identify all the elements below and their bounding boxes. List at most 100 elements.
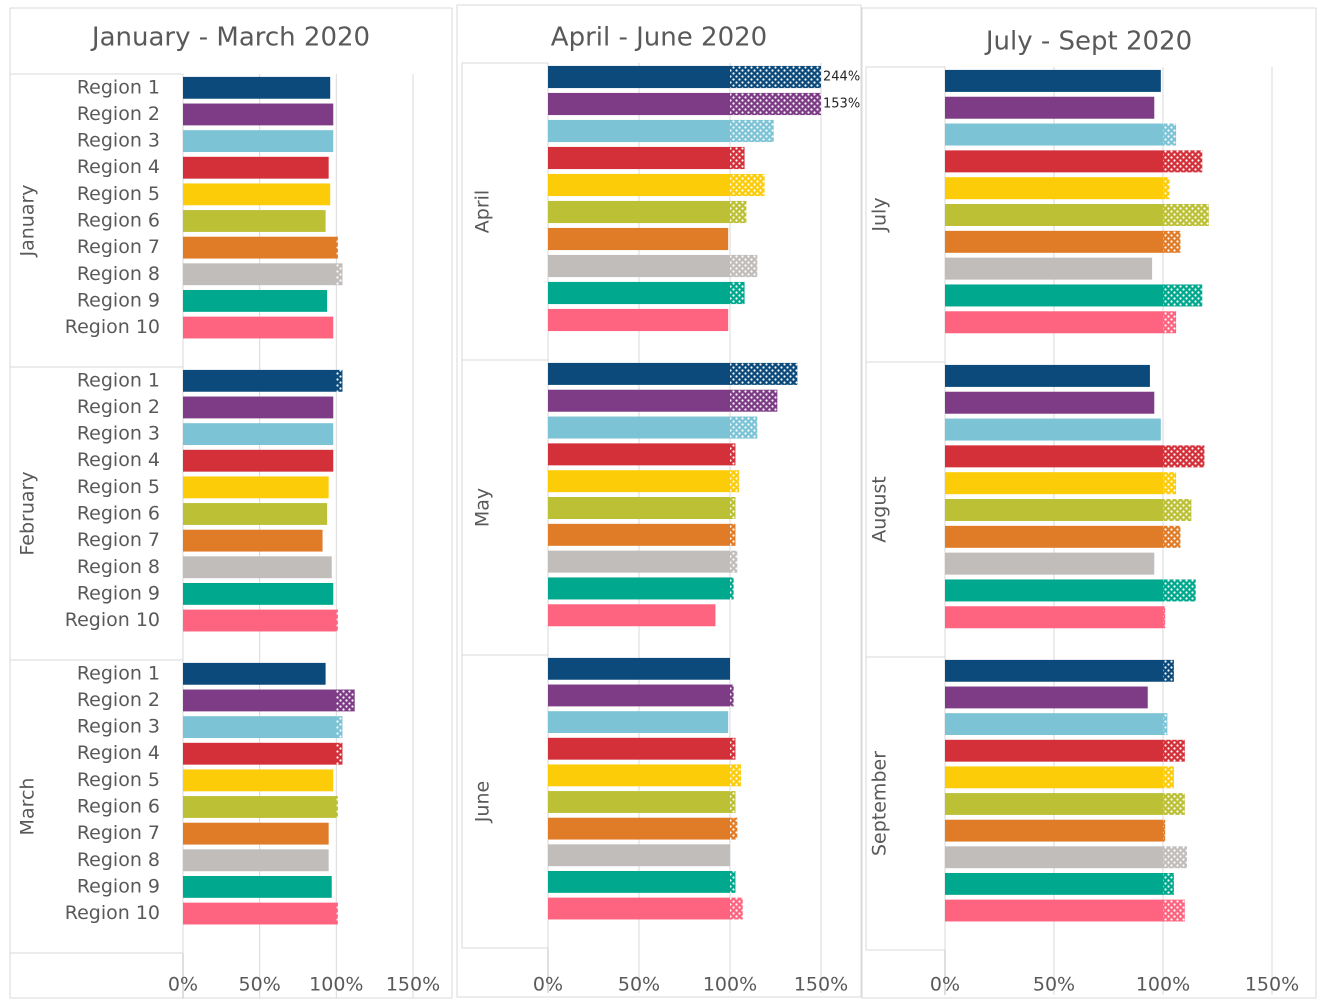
bar xyxy=(548,146,745,170)
bar-overflow xyxy=(730,443,736,466)
bar xyxy=(945,846,1187,869)
bar xyxy=(548,577,734,600)
bar-overflow xyxy=(1163,150,1203,173)
bar-overflow xyxy=(1163,766,1174,789)
bar-overflow xyxy=(730,577,734,600)
bar xyxy=(548,550,738,573)
bar xyxy=(945,606,1166,629)
bar xyxy=(945,793,1185,815)
bar-overflow xyxy=(730,119,774,143)
x-tick-label: 50% xyxy=(239,974,281,996)
bar-overflow xyxy=(336,902,338,925)
x-tick-label: 50% xyxy=(618,974,660,996)
category-label: Region 5 xyxy=(77,183,160,205)
bar-overflow xyxy=(730,737,736,760)
group-label: July xyxy=(869,197,891,232)
category-label: Region 5 xyxy=(77,769,160,791)
group-label: March xyxy=(17,778,39,836)
bar xyxy=(945,257,1153,280)
bar xyxy=(945,364,1150,387)
x-tick-label: 150% xyxy=(1245,974,1299,996)
bar-overflow xyxy=(336,796,338,818)
bar-overflow xyxy=(1163,472,1177,495)
bar xyxy=(548,119,774,143)
x-tick-label: 150% xyxy=(794,974,848,996)
bar-overflow xyxy=(730,684,734,707)
panel-frame xyxy=(456,4,862,998)
bar xyxy=(548,711,729,734)
bar xyxy=(183,503,328,525)
bar-overflow xyxy=(336,716,343,739)
bar xyxy=(945,499,1192,521)
bar-overflow xyxy=(336,609,338,632)
group-label: April xyxy=(472,190,494,233)
bar xyxy=(548,497,736,519)
bar xyxy=(183,822,329,845)
bar xyxy=(548,684,734,707)
category-label: Region 8 xyxy=(77,556,160,578)
bar-overflow xyxy=(730,870,736,893)
bar xyxy=(183,289,328,312)
category-label: Region 1 xyxy=(77,369,160,391)
bar-overflow xyxy=(1163,311,1177,334)
bar xyxy=(183,210,326,232)
bar xyxy=(945,418,1161,441)
x-tick-label: 0% xyxy=(533,974,563,996)
bar xyxy=(945,899,1185,922)
bar-overflow xyxy=(1163,793,1185,815)
group-label: June xyxy=(472,781,494,823)
bar xyxy=(183,742,343,765)
bar xyxy=(183,582,334,605)
bar-overflow xyxy=(730,254,758,278)
bar xyxy=(945,525,1181,548)
bar-overflow xyxy=(1163,177,1170,200)
bar xyxy=(183,183,331,206)
bar xyxy=(183,529,323,552)
bar-overflow xyxy=(336,369,343,392)
bar-overflow xyxy=(730,281,745,305)
bar xyxy=(945,204,1209,226)
bar xyxy=(945,472,1177,495)
bar xyxy=(945,150,1203,173)
bar xyxy=(183,476,329,499)
bar xyxy=(548,870,736,893)
x-tick-label: 50% xyxy=(1033,974,1075,996)
category-label: Region 3 xyxy=(77,130,160,152)
bar-overflow xyxy=(1163,525,1181,548)
bar xyxy=(183,556,332,579)
bar xyxy=(548,470,740,493)
bar xyxy=(183,849,329,872)
category-label: Region 2 xyxy=(77,103,160,125)
x-tick-label: 100% xyxy=(1136,974,1190,996)
bar-overflow xyxy=(1163,499,1192,521)
bar xyxy=(183,716,343,739)
bar xyxy=(945,552,1155,575)
bar xyxy=(183,316,334,339)
bar-overflow xyxy=(730,389,778,412)
category-label: Region 6 xyxy=(77,796,160,818)
bar xyxy=(945,739,1185,762)
category-label: Region 6 xyxy=(77,210,160,232)
bar-overflow xyxy=(1163,872,1174,895)
group-label: January xyxy=(17,184,39,257)
bar xyxy=(183,236,338,259)
x-tick-label: 150% xyxy=(386,974,440,996)
category-label: Region 8 xyxy=(77,849,160,871)
bar xyxy=(945,230,1181,253)
x-tick-label: 100% xyxy=(309,974,363,996)
bar xyxy=(548,817,738,840)
bar-overflow xyxy=(1163,579,1196,602)
bar xyxy=(183,769,334,792)
category-label: Region 3 xyxy=(77,716,160,738)
bar xyxy=(945,69,1161,92)
bar-overflow xyxy=(1163,659,1174,682)
bar xyxy=(183,130,334,153)
category-label: Region 1 xyxy=(77,76,160,98)
category-label: Region 6 xyxy=(77,503,160,525)
bar-overflow xyxy=(336,689,355,712)
bar-overflow xyxy=(730,362,798,385)
bar xyxy=(945,391,1155,414)
bar-overflow xyxy=(730,470,740,493)
bar xyxy=(183,423,334,446)
bar xyxy=(945,177,1170,200)
